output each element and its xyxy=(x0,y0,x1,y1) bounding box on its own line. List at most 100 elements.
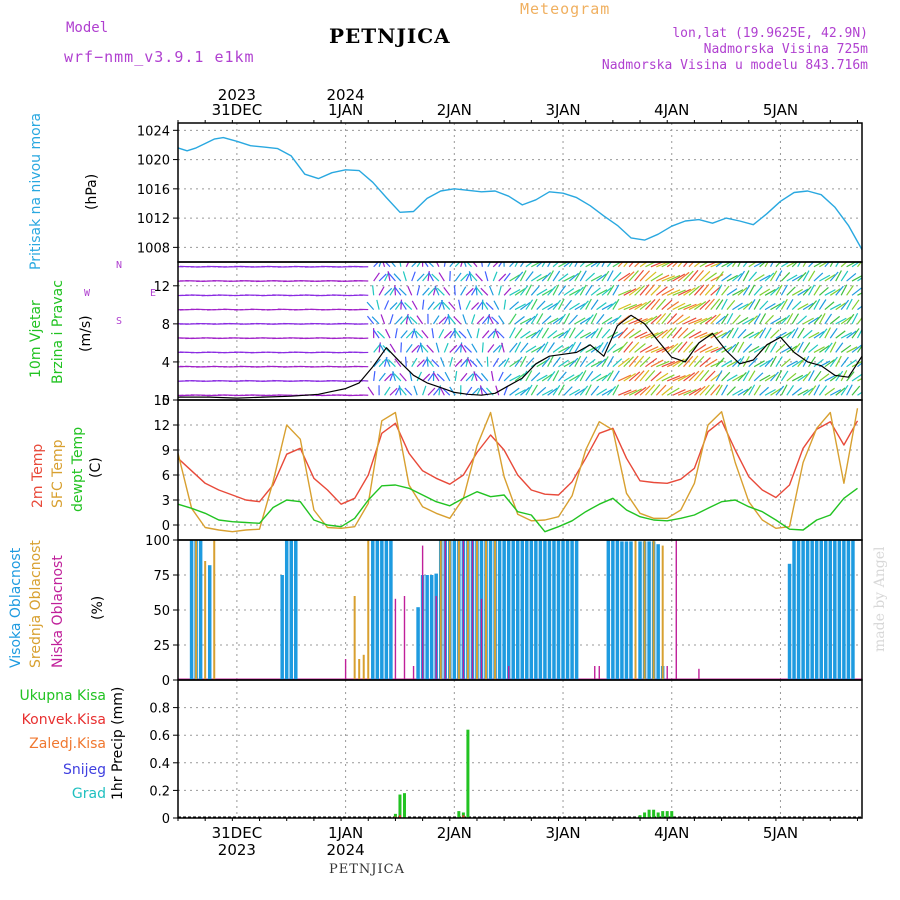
wind-arrow xyxy=(797,373,808,382)
wind-arrow xyxy=(759,274,771,282)
wind-arrow xyxy=(617,327,629,339)
total-rain-bar xyxy=(638,815,642,818)
wind-arrow xyxy=(514,288,526,296)
low-cloud-label: Niska Oblacnost xyxy=(50,555,66,668)
wind-arrow xyxy=(503,385,509,396)
wind-arrow xyxy=(384,300,390,310)
wind-arrow xyxy=(742,370,750,382)
wind-arrow xyxy=(661,385,674,396)
wind-arrow xyxy=(840,344,852,353)
wind-arrow xyxy=(699,369,710,382)
wind-arrow xyxy=(427,387,436,396)
wind-arrow xyxy=(563,262,572,268)
wind-arrow xyxy=(683,355,694,368)
wind-arrow xyxy=(650,273,664,282)
wind-arrow xyxy=(802,262,807,268)
wind-arrow xyxy=(753,384,761,396)
wind-arrow xyxy=(525,315,536,325)
wind-arrow xyxy=(574,303,586,311)
wind-arrow xyxy=(753,372,764,382)
wind-arrow xyxy=(759,300,769,310)
wind-arrow xyxy=(688,318,703,325)
wind-arrow xyxy=(655,298,667,310)
wind-arrow xyxy=(824,342,833,353)
wind-arrow xyxy=(661,374,675,382)
wind-arrow xyxy=(775,356,783,368)
wind-arrow xyxy=(514,328,523,339)
high-cloud-bar xyxy=(207,565,212,680)
wind-arrow xyxy=(704,314,717,325)
wind-arrow xyxy=(520,330,531,339)
wind-arrow xyxy=(846,384,853,396)
wind-arrow xyxy=(541,357,551,368)
legend-convective-rain: Konvek.Kisa xyxy=(21,712,106,728)
wind-arrow xyxy=(753,360,765,368)
wind-arrow xyxy=(764,302,776,311)
wind-arrow xyxy=(715,370,723,382)
low-cloud-bar xyxy=(675,540,677,680)
wind-arrow xyxy=(448,301,456,310)
wind-arrow xyxy=(617,272,631,282)
wind-arrow xyxy=(490,371,494,382)
model-elevation-text: Nadmorska Visina u modelu 843.716m xyxy=(601,58,868,73)
wind-arrow xyxy=(454,370,458,382)
y-tick-label: 0 xyxy=(162,394,170,409)
wind-arrow xyxy=(775,343,786,353)
wind-arrow xyxy=(378,286,385,296)
high-cloud-bar xyxy=(452,540,457,680)
wind-arrow xyxy=(829,373,841,382)
wind-arrow xyxy=(547,330,558,339)
wind-arrow xyxy=(677,303,692,311)
wind-arrow xyxy=(808,270,816,282)
wind-arrow xyxy=(471,302,480,311)
wind-arrow xyxy=(775,284,783,296)
high-cloud-bar xyxy=(511,540,515,680)
wind-arrow xyxy=(655,313,667,325)
wind-arrow xyxy=(770,371,779,382)
wind-arrow xyxy=(764,388,776,396)
wind-arrow xyxy=(742,270,750,282)
wind-arrow xyxy=(422,272,430,282)
high-cloud-bar xyxy=(384,540,389,680)
wind-arrow xyxy=(802,371,812,382)
wind-arrow xyxy=(818,299,827,310)
wind-arrow xyxy=(606,343,617,353)
high-cloud-bar xyxy=(656,544,660,680)
wind-arrow xyxy=(393,273,402,282)
wind-arrow xyxy=(770,317,782,325)
legend-hail: Grad xyxy=(71,786,106,802)
y-tick-label: 15 xyxy=(153,394,170,409)
wind-arrow xyxy=(443,262,446,267)
low-cloud-bar xyxy=(435,596,437,680)
wind-arrow xyxy=(503,373,512,382)
wind-arrow xyxy=(704,384,715,396)
wind-arrow xyxy=(764,272,775,282)
wind-arrow xyxy=(416,273,425,282)
wind-arrow xyxy=(666,327,677,339)
wind-arrow xyxy=(454,262,461,268)
wind-arrow xyxy=(704,370,716,382)
wind-arrow xyxy=(645,271,657,282)
wind-arrow xyxy=(579,356,588,368)
wind-arrow xyxy=(818,328,828,339)
model-label: Model xyxy=(66,20,109,36)
wind-arrow xyxy=(628,371,641,382)
wind-arrow xyxy=(495,385,500,396)
wind-arrow xyxy=(737,372,747,382)
wind-arrow xyxy=(770,329,780,339)
wind-arrow xyxy=(574,371,584,382)
wind-arrow xyxy=(835,317,847,325)
wind-arrow xyxy=(563,360,575,368)
wind-arrow xyxy=(405,330,414,339)
wind-arrow xyxy=(617,341,628,353)
wind-arrow xyxy=(661,275,676,282)
wind-arrow xyxy=(781,331,792,339)
wind-arrow xyxy=(694,385,706,396)
wind-arrow xyxy=(590,360,603,368)
wind-arrow xyxy=(802,317,814,325)
wind-arrow xyxy=(552,284,560,296)
wind-arrow xyxy=(797,389,809,396)
wind-arrow xyxy=(818,313,826,325)
wind-arrow xyxy=(780,271,791,282)
wind-arrow xyxy=(759,262,767,268)
